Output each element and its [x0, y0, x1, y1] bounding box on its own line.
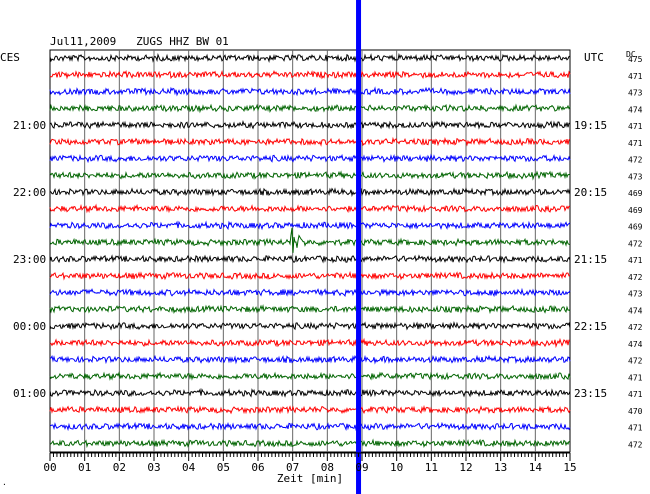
seismic-trace [49, 321, 571, 331]
dc-value: 474 [628, 105, 643, 114]
dc-value: 474 [628, 306, 643, 315]
dc-value: 471 [628, 373, 643, 382]
seismic-trace [49, 187, 571, 198]
dc-value: 473 [628, 172, 643, 181]
seismic-trace [49, 371, 571, 381]
dc-value: 471 [628, 139, 643, 148]
chart-title: Jul11,2009 ZUGS HHZ BW 01 [50, 35, 229, 48]
x-tick-label: 12 [459, 461, 472, 474]
plot-frame [49, 49, 571, 453]
dc-value: 473 [628, 89, 643, 98]
x-tick-label: 13 [494, 461, 507, 474]
right-time-label: 21:15 [574, 253, 607, 266]
seismic-trace [49, 86, 571, 97]
seismic-trace [49, 387, 571, 398]
dc-value: 469 [628, 189, 643, 198]
x-tick-label: 14 [529, 461, 543, 474]
x-tick-label: 06 [251, 461, 264, 474]
left-time-label: 00:00 [13, 320, 46, 333]
seismic-trace [49, 70, 571, 80]
seismic-trace [49, 270, 571, 281]
x-tick-label: 05 [217, 461, 230, 474]
dc-value: 475 [628, 55, 643, 64]
dc-value: 471 [628, 256, 643, 265]
dc-value: 472 [628, 440, 643, 449]
x-tick-label: 01 [78, 461, 91, 474]
x-tick-label: 03 [147, 461, 160, 474]
dc-value: 470 [628, 407, 643, 416]
dc-value: 469 [628, 206, 643, 215]
x-tick-label: 08 [321, 461, 334, 474]
dc-value: 472 [628, 273, 643, 282]
dc-label: DC [626, 50, 636, 59]
dc-value: 471 [628, 122, 643, 131]
x-tick-label: 15 [563, 461, 576, 474]
x-tick-label: 07 [286, 461, 299, 474]
x-tick-label: 11 [425, 461, 438, 474]
dc-value: 472 [628, 357, 643, 366]
seismic-trace [49, 337, 571, 349]
x-tick-label: 02 [113, 461, 126, 474]
right-time-label: 20:15 [574, 186, 607, 199]
seismic-trace [49, 170, 571, 181]
seismic-trace [49, 421, 571, 432]
dc-value: 473 [628, 290, 643, 299]
dc-value: 472 [628, 323, 643, 332]
dc-value: 471 [628, 424, 643, 433]
seismic-trace [49, 203, 571, 214]
seismic-trace [49, 287, 571, 298]
seismic-trace [49, 220, 571, 231]
right-time-label: 19:15 [574, 119, 607, 132]
x-tick-label: 04 [182, 461, 196, 474]
x-axis: 00 01 02 03 04 05 06 07 08 09 10 11 12 13 14 15 [43, 452, 577, 474]
left-time-label: 23:00 [13, 253, 46, 266]
dc-value: 472 [628, 156, 643, 165]
seismic-trace [49, 103, 571, 114]
right-time-label: 22:15 [574, 320, 607, 333]
dc-value: 472 [628, 239, 643, 248]
seismic-trace [49, 404, 571, 415]
x-tick-label: 00 [43, 461, 56, 474]
left-time-label: 21:00 [13, 119, 46, 132]
x-tick-label: 09 [355, 461, 368, 474]
corner-mark: · [2, 480, 7, 489]
plot-area: 475 471 473 474 471 471 472 473 469 469 469 472 471 4… [13, 0, 643, 494]
seismic-trace [49, 52, 571, 63]
seismic-trace [49, 254, 571, 264]
left-timezone-label: CES [0, 51, 20, 64]
seismic-trace [49, 438, 571, 449]
seismic-trace [49, 153, 571, 164]
seismic-trace [49, 354, 571, 365]
dc-value: 471 [628, 390, 643, 399]
seismic-trace [49, 136, 571, 147]
seismic-trace [49, 304, 571, 315]
seismic-trace [49, 119, 571, 130]
x-tick-label: 10 [390, 461, 403, 474]
left-time-label: 22:00 [13, 186, 46, 199]
left-time-label: 01:00 [13, 387, 46, 400]
seismic-trace [49, 227, 571, 253]
dc-value: 469 [628, 223, 643, 232]
dc-value: 474 [628, 340, 643, 349]
time-marker-line [356, 0, 362, 494]
right-timezone-label: UTC [584, 51, 604, 64]
x-axis-label: Zeit [min] [277, 472, 343, 485]
right-time-label: 23:15 [574, 387, 607, 400]
dc-value: 471 [628, 72, 643, 81]
